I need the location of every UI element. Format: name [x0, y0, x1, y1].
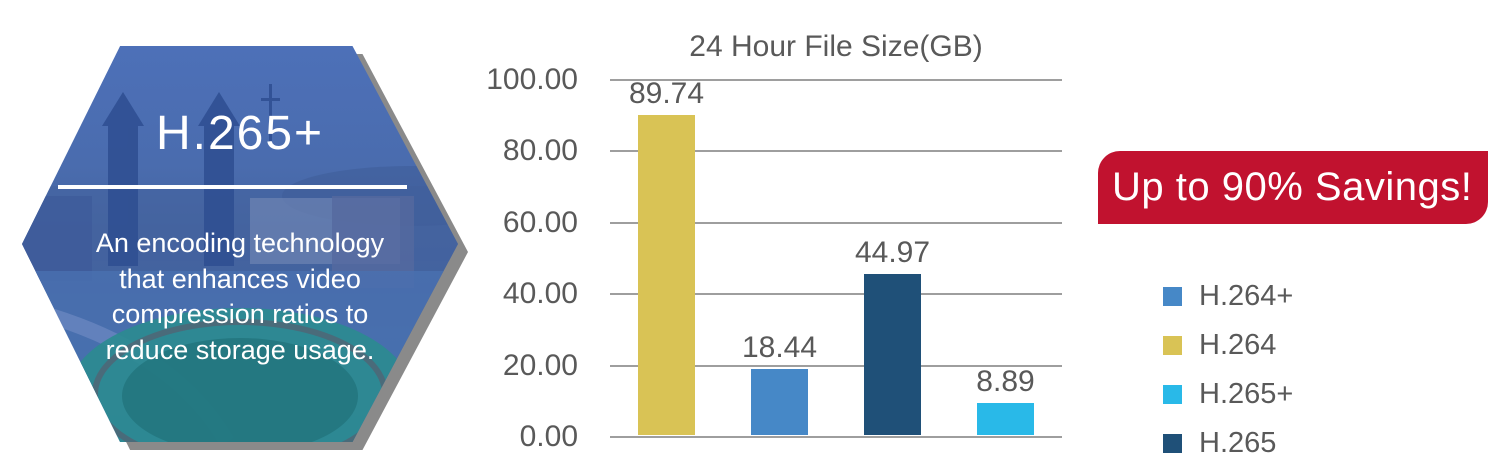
chart-title: 24 Hour File Size(GB)	[689, 30, 983, 63]
bar-value-label-h264: 89.74	[628, 76, 705, 110]
legend-swatch-h264-plus	[1163, 287, 1182, 306]
legend-label-h264: H.264	[1199, 329, 1277, 361]
chart-y-axis: 100.00 80.00 60.00 40.00 20.00 0.00	[390, 63, 578, 453]
bar-value-label-h264-plus: 18.44	[741, 331, 818, 365]
chart-plot-area: 89.74 18.44 44.97 8.89	[610, 77, 1062, 438]
bar-value-label-h265: 44.97	[854, 236, 931, 270]
savings-banner: Up to 90% Savings!	[1098, 151, 1488, 224]
bar-h264-plus	[751, 369, 808, 435]
gridline	[610, 293, 1062, 296]
y-axis-tick-label: 40.00	[502, 277, 578, 311]
hexagon-description-line: compression ratios to	[111, 299, 369, 329]
hexagon-description-line: reduce storage usage.	[105, 334, 375, 365]
y-axis-tick-label: 60.00	[502, 205, 578, 239]
y-axis-tick-label: 0.00	[519, 420, 578, 453]
y-axis-tick-label: 20.00	[502, 348, 578, 382]
hexagon-divider	[57, 185, 407, 189]
bar-h264	[638, 114, 695, 435]
hexagon-description: An encoding technology that enhances vid…	[22, 226, 458, 368]
hexagon-description-line: An encoding technology	[95, 228, 385, 258]
hexagon-title: H.265+	[155, 107, 325, 160]
legend-item-h264-plus: H.264+	[1163, 272, 1293, 321]
legend-item-h265: H.265	[1163, 419, 1293, 461]
bar-h265	[864, 274, 921, 435]
y-axis-tick-label: 80.00	[502, 134, 578, 168]
legend-swatch-h264	[1163, 336, 1182, 355]
legend-swatch-h265-plus	[1163, 385, 1182, 404]
legend-label-h265-plus: H.265+	[1199, 378, 1294, 410]
legend-swatch-h265	[1163, 434, 1182, 453]
bar-h265-plus	[977, 403, 1034, 435]
gridline	[610, 436, 1062, 438]
legend-label-h265: H.265	[1199, 427, 1277, 459]
legend-item-h265-plus: H.265+	[1163, 370, 1293, 419]
bar-value-label-h265-plus: 8.89	[976, 365, 1035, 399]
legend-label-h264-plus: H.264+	[1199, 280, 1294, 312]
chart-legend: H.264+ H.264 H.265+ H.265	[1163, 272, 1293, 461]
gridline	[610, 221, 1062, 224]
gridline	[610, 364, 1062, 367]
legend-item-h264: H.264	[1163, 321, 1293, 370]
hexagon-description-line: that enhances video	[119, 263, 361, 294]
y-axis-tick-label: 100.00	[486, 63, 578, 96]
gridline	[610, 150, 1062, 153]
savings-banner-text: Up to 90% Savings!	[1112, 165, 1473, 209]
gridline	[610, 79, 1062, 81]
